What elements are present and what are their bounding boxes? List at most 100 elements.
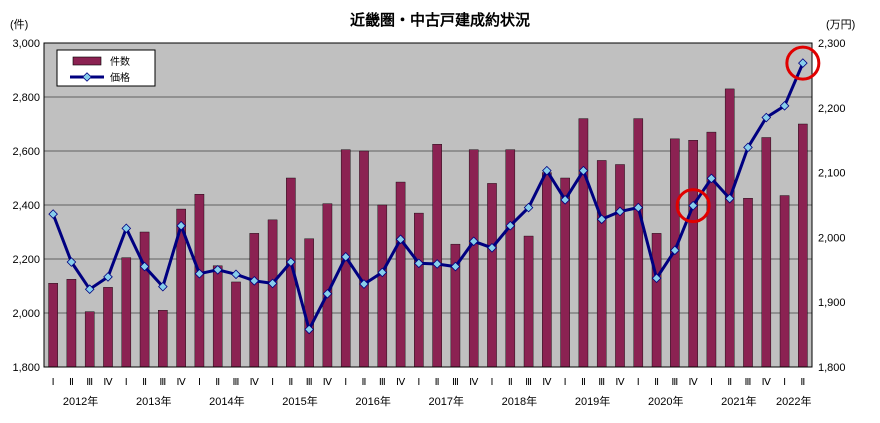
price-marker xyxy=(724,193,735,204)
bar xyxy=(249,233,260,368)
legend-bar-swatch xyxy=(72,56,102,66)
price-marker xyxy=(249,276,260,286)
price-marker xyxy=(414,258,424,269)
quarter-label: Ⅱ xyxy=(362,377,367,388)
quarter-label: Ⅰ xyxy=(125,377,128,388)
quarter-label: Ⅲ xyxy=(306,377,313,388)
bar xyxy=(798,123,808,368)
price-marker xyxy=(487,242,497,253)
left-axis-unit: (件) xyxy=(10,18,28,31)
quarter-label: Ⅰ xyxy=(271,377,274,388)
price-marker xyxy=(322,288,333,299)
quarter-label: Ⅱ xyxy=(69,377,74,388)
quarter-label: Ⅱ xyxy=(288,377,293,388)
quarter-label: Ⅰ xyxy=(198,377,201,388)
price-marker xyxy=(706,173,717,184)
bar xyxy=(158,310,168,368)
quarter-label: Ⅰ xyxy=(491,377,494,388)
price-marker xyxy=(139,261,150,272)
price-marker xyxy=(450,261,461,272)
bar xyxy=(523,235,534,368)
highlight-circle xyxy=(785,45,821,81)
quarter-label: Ⅰ xyxy=(344,377,347,388)
quarter-label: Ⅲ xyxy=(379,377,386,388)
quarter-label: Ⅱ xyxy=(142,377,147,388)
quarter-label: Ⅲ xyxy=(233,377,240,388)
quarter-label: Ⅲ xyxy=(671,377,678,388)
bar xyxy=(578,118,589,368)
bar xyxy=(706,131,717,368)
quarter-label: Ⅳ xyxy=(177,377,187,388)
bar xyxy=(267,219,278,368)
quarter-label: Ⅳ xyxy=(396,377,406,388)
bar xyxy=(743,198,753,368)
left-tick-label: 1,800 xyxy=(12,362,40,374)
price-marker xyxy=(48,209,58,219)
price-marker xyxy=(84,284,95,295)
year-label: 2017年 xyxy=(429,394,464,408)
price-marker xyxy=(615,206,625,217)
left-tick-label: 2,200 xyxy=(12,254,40,266)
quarter-label: Ⅱ xyxy=(727,377,732,388)
price-marker xyxy=(212,264,223,275)
bar xyxy=(505,149,516,368)
price-marker xyxy=(340,252,351,262)
price-marker xyxy=(103,272,113,282)
price-marker xyxy=(596,214,607,225)
year-label: 2012年 xyxy=(63,394,98,408)
bar xyxy=(103,287,113,368)
bar xyxy=(724,88,735,368)
bar xyxy=(359,150,369,368)
left-tick-label: 2,000 xyxy=(12,308,40,320)
bar xyxy=(377,204,388,368)
quarter-label: Ⅱ xyxy=(581,377,586,388)
quarter-label: Ⅱ xyxy=(654,377,659,388)
year-label: 2014年 xyxy=(209,394,244,408)
price-marker xyxy=(176,220,186,231)
quarter-label: Ⅲ xyxy=(86,377,93,388)
bar xyxy=(487,183,497,368)
quarter-label: Ⅰ xyxy=(52,377,55,388)
bar xyxy=(615,164,625,368)
quarter-label: Ⅳ xyxy=(542,377,552,388)
quarter-label: Ⅳ xyxy=(689,377,699,388)
legend-bar-label: 件数 xyxy=(110,55,130,68)
price-marker xyxy=(651,273,662,284)
year-label: 2018年 xyxy=(502,394,537,408)
bar xyxy=(560,177,570,368)
quarter-label: Ⅰ xyxy=(710,377,713,388)
price-marker xyxy=(267,278,278,289)
price-marker xyxy=(66,257,77,267)
quarter-label: Ⅱ xyxy=(508,377,513,388)
price-marker xyxy=(743,142,753,153)
bar xyxy=(395,181,406,368)
right-axis-unit: (万円) xyxy=(826,19,855,31)
bar xyxy=(304,238,314,368)
quarter-label: Ⅲ xyxy=(452,377,459,388)
right-tick-label: 2,200 xyxy=(818,103,846,115)
bar xyxy=(761,137,772,368)
price-marker xyxy=(542,165,552,176)
price-marker xyxy=(304,324,314,335)
year-label: 2021年 xyxy=(721,394,756,408)
quarter-label: Ⅲ xyxy=(159,377,166,388)
quarter-label: Ⅱ xyxy=(215,377,220,388)
quarter-label: Ⅲ xyxy=(745,377,752,388)
year-label: 2013年 xyxy=(136,394,171,408)
left-tick-label: 3,000 xyxy=(12,38,40,50)
year-label: 2020年 xyxy=(648,394,683,408)
year-label: 2015年 xyxy=(282,394,317,408)
bar xyxy=(596,160,607,368)
left-tick-label: 2,400 xyxy=(12,200,40,212)
quarter-label: Ⅱ xyxy=(800,377,805,388)
left-tick-label: 2,600 xyxy=(12,146,40,158)
price-marker xyxy=(395,234,406,245)
quarter-label: Ⅳ xyxy=(103,377,113,388)
price-marker xyxy=(670,245,680,256)
bar xyxy=(688,139,698,368)
price-marker xyxy=(158,281,168,292)
chart-title: 近畿圏・中古戸建成約状況 xyxy=(350,11,530,29)
left-tick-label: 2,800 xyxy=(12,92,40,104)
bar xyxy=(212,265,223,368)
legend-line-marker xyxy=(82,72,92,82)
